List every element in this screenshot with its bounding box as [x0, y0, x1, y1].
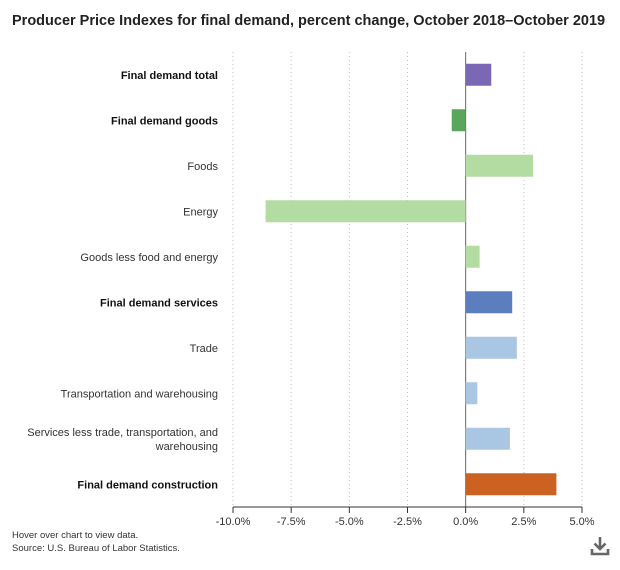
category-label: Trade	[190, 343, 218, 355]
bar[interactable]	[465, 154, 534, 177]
category-label: Goods less food and energy	[80, 252, 218, 264]
category-label: Energy	[183, 206, 218, 218]
x-tick-label: 5.0%	[569, 516, 594, 528]
category-label: Transportation and warehousing	[61, 388, 218, 400]
category-label: warehousing	[155, 441, 218, 453]
category-label: Final demand goods	[111, 115, 218, 127]
x-tick-label: -2.5%	[393, 516, 422, 528]
grid-lines	[232, 52, 583, 507]
chart-title: Producer Price Indexes for final demand,…	[12, 13, 606, 29]
hover-note: Hover over chart to view data.	[12, 530, 139, 541]
category-label: Final demand services	[100, 297, 218, 309]
x-tick-label: 2.5%	[511, 516, 536, 528]
bar[interactable]	[265, 200, 466, 223]
category-label: Final demand total	[121, 70, 218, 82]
bar-chart[interactable]: Final demand total Final demand goods Food…	[0, 0, 620, 530]
category-label: Final demand construction	[77, 479, 218, 491]
bar[interactable]	[465, 427, 510, 450]
bars	[265, 63, 557, 496]
bar[interactable]	[465, 291, 513, 314]
bar[interactable]	[465, 336, 517, 359]
bar[interactable]	[465, 473, 557, 496]
bar[interactable]	[465, 63, 492, 86]
bar[interactable]	[465, 382, 478, 405]
bar[interactable]	[451, 109, 466, 132]
category-label: Foods	[187, 161, 218, 173]
category-label: Services less trade, transportation, and	[27, 427, 218, 439]
x-tick-label: 0.0%	[453, 516, 478, 528]
x-tick-label: -7.5%	[277, 516, 306, 528]
bar[interactable]	[465, 245, 480, 268]
download-icon[interactable]	[590, 535, 610, 557]
x-tick-label: -5.0%	[335, 516, 364, 528]
x-tick-label: -10.0%	[216, 516, 251, 528]
x-axis: -10.0% -7.5% -5.0% -2.5% 0.0% 2.5% 5.0%	[216, 506, 595, 528]
category-labels: Final demand total Final demand goods Food…	[27, 70, 218, 492]
source-note: Source: U.S. Bureau of Labor Statistics.	[12, 543, 180, 554]
